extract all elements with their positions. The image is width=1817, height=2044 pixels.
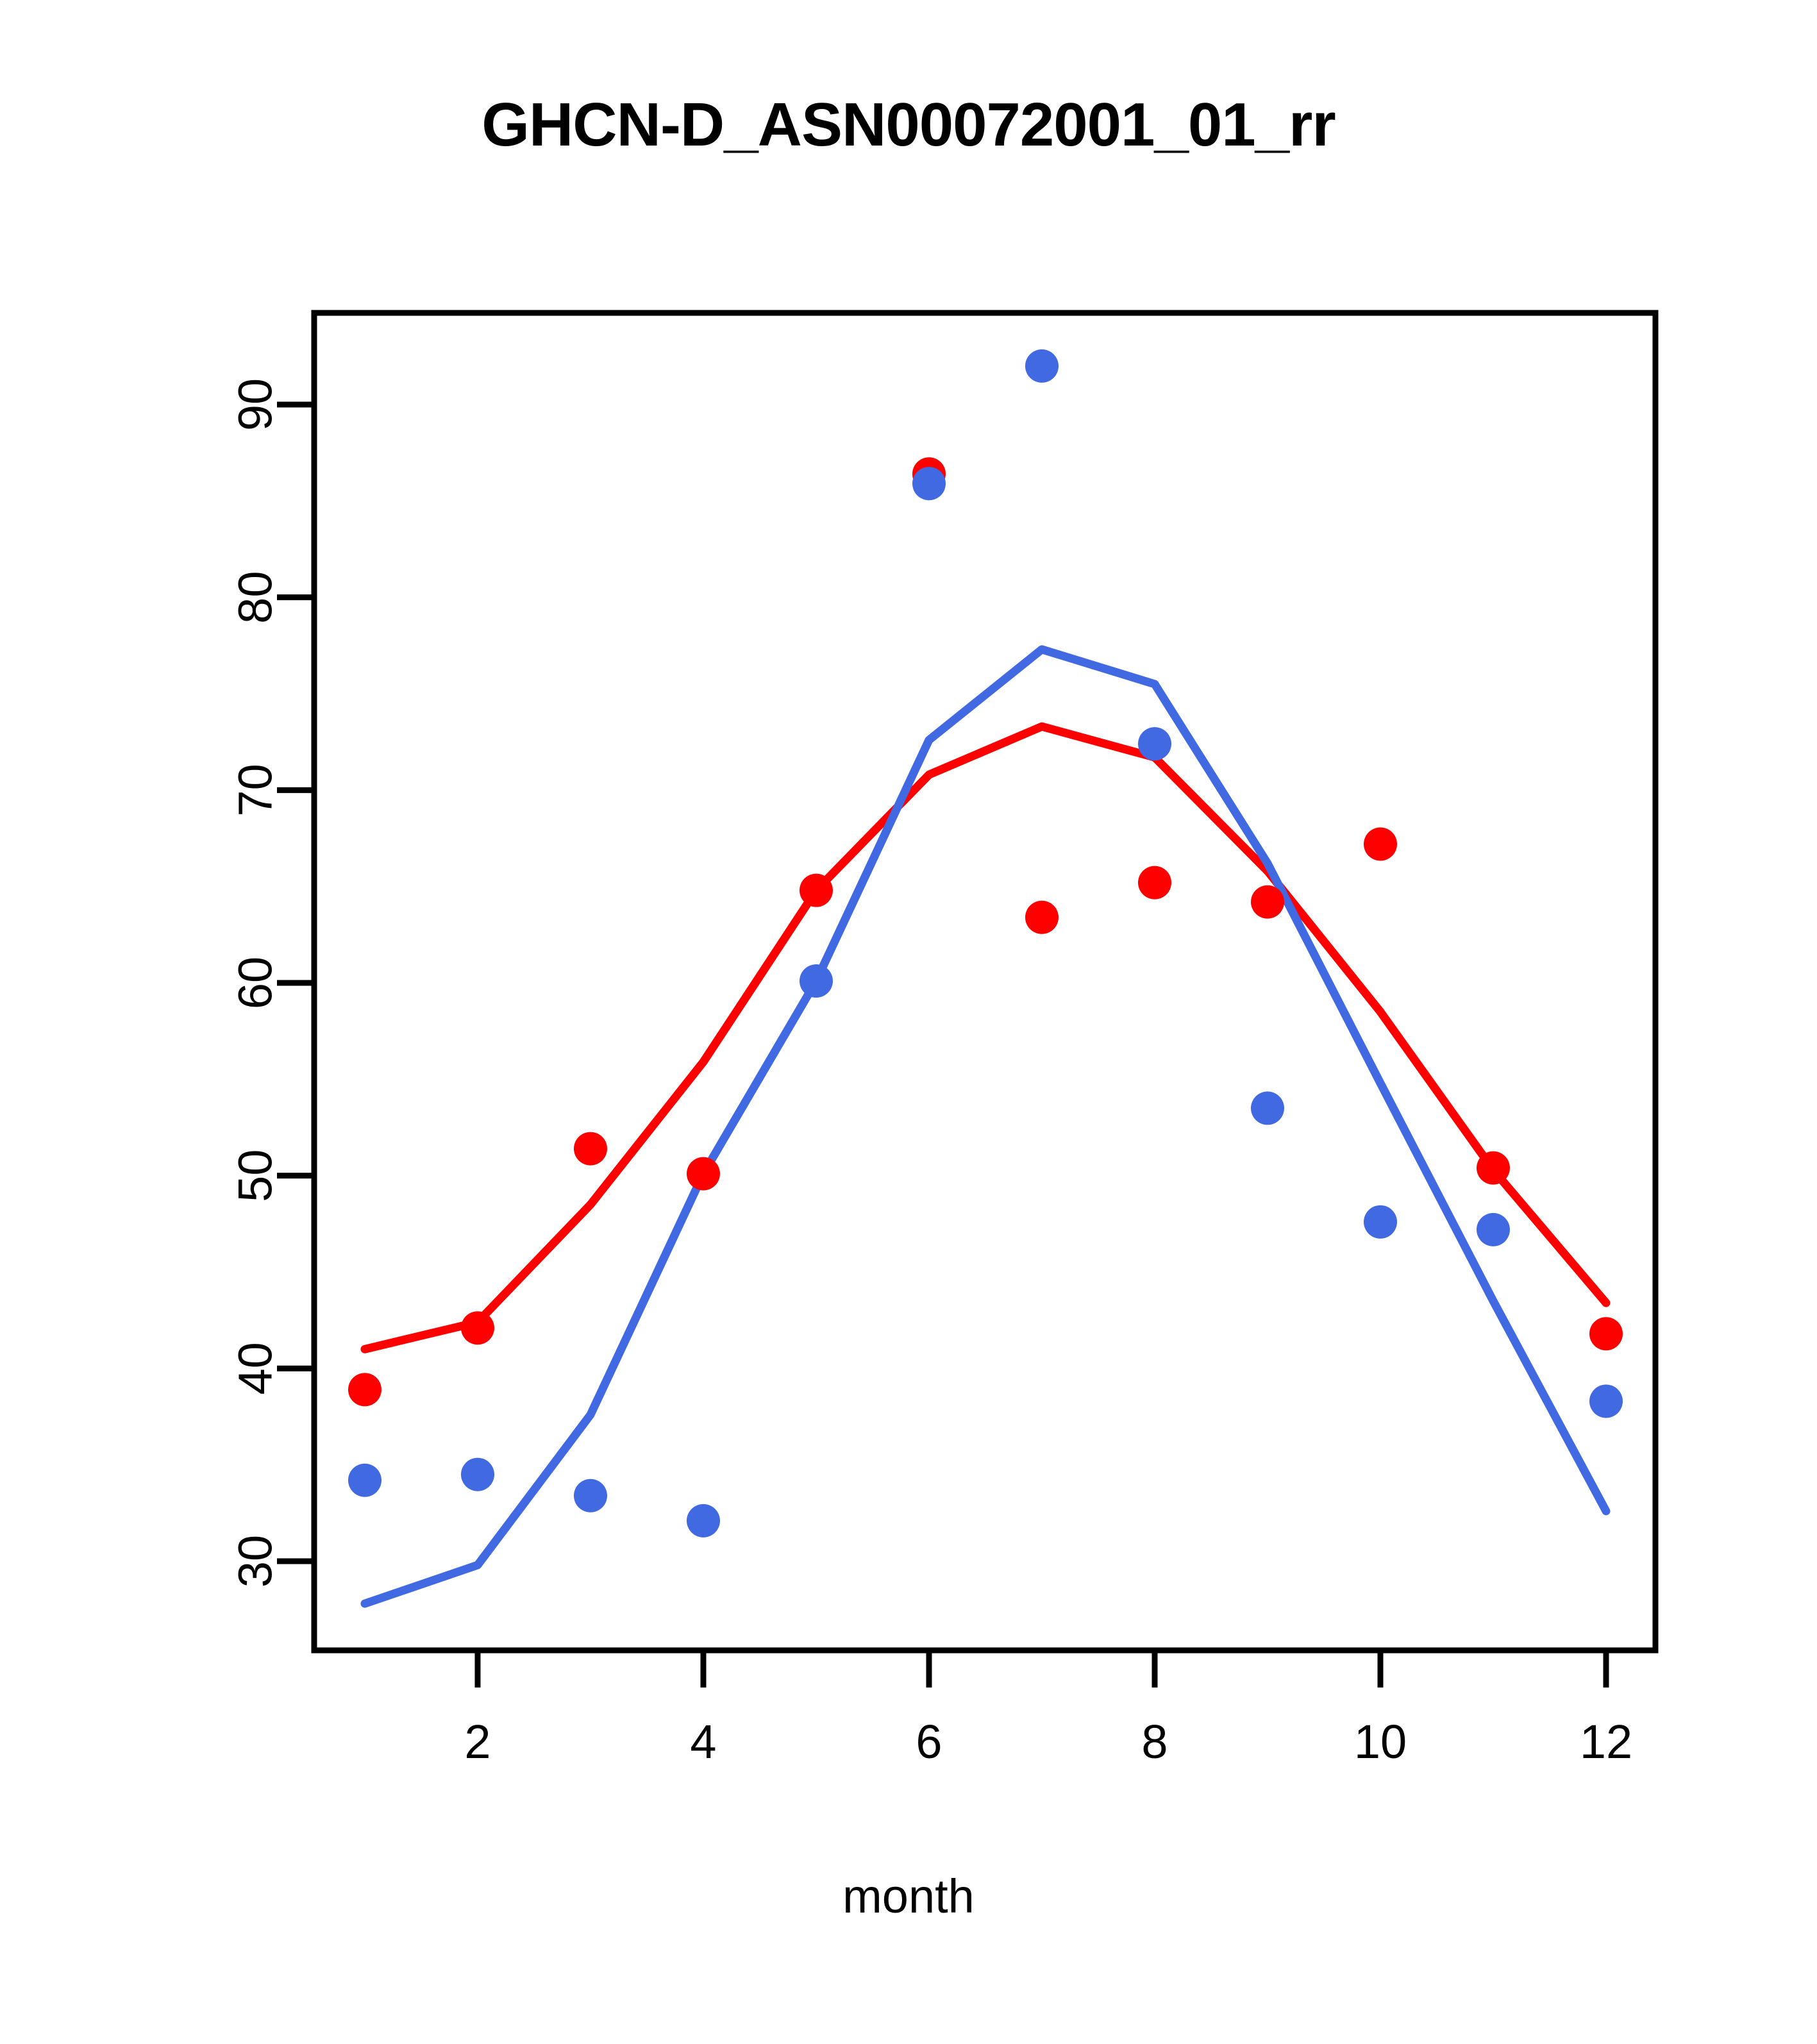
x-tick-label: 10 — [1354, 1715, 1407, 1768]
y-tick-label: 40 — [229, 1342, 282, 1395]
y-tick-label: 80 — [229, 571, 282, 624]
x-tick-label: 12 — [1580, 1715, 1632, 1768]
series-lines — [360, 645, 1611, 1608]
line-blue-line — [360, 645, 1611, 1608]
x-axis-ticks: 2 4 6 8 10 12 — [464, 1650, 1632, 1768]
x-tick-label: 8 — [1141, 1715, 1168, 1768]
line-red-line — [360, 722, 1611, 1353]
y-tick-label: 90 — [229, 378, 282, 431]
data-point-red-points — [1138, 866, 1171, 900]
data-point-red-points — [461, 1311, 494, 1345]
data-point-blue-points — [912, 467, 946, 501]
data-point-blue-points — [1025, 349, 1059, 383]
data-point-blue-points — [348, 1463, 381, 1497]
data-point-blue-points — [687, 1504, 720, 1537]
data-point-red-points — [1589, 1317, 1623, 1351]
data-point-red-points — [574, 1132, 607, 1166]
y-tick-label: 50 — [229, 1150, 282, 1202]
data-point-red-points — [1251, 885, 1284, 919]
data-point-blue-points — [1477, 1212, 1510, 1246]
data-point-blue-points — [1251, 1091, 1284, 1125]
data-point-blue-points — [461, 1457, 494, 1491]
x-tick-label: 6 — [916, 1715, 942, 1768]
y-axis-ticks: 30 40 50 60 70 80 90 — [229, 378, 314, 1587]
x-axis-label: month — [842, 1870, 975, 1923]
series-points — [348, 349, 1623, 1537]
data-point-blue-points — [574, 1479, 607, 1512]
data-point-blue-points — [1138, 727, 1171, 761]
data-point-red-points — [1477, 1151, 1510, 1185]
y-tick-label: 60 — [229, 957, 282, 1009]
data-point-red-points — [1025, 900, 1059, 934]
plot-border — [311, 310, 1659, 1654]
y-tick-label: 30 — [229, 1535, 282, 1587]
data-point-red-points — [1364, 827, 1397, 861]
data-point-blue-points — [800, 964, 833, 998]
x-tick-label: 4 — [690, 1715, 716, 1768]
data-point-blue-points — [1589, 1384, 1623, 1418]
data-point-blue-points — [1364, 1205, 1397, 1239]
x-tick-label: 2 — [464, 1715, 490, 1768]
data-point-red-points — [800, 873, 833, 907]
y-tick-label: 70 — [229, 764, 282, 816]
data-point-red-points — [348, 1373, 381, 1407]
page-title: GHCN-D_ASN00072001_01_rr — [481, 90, 1336, 159]
data-point-red-points — [687, 1157, 720, 1191]
